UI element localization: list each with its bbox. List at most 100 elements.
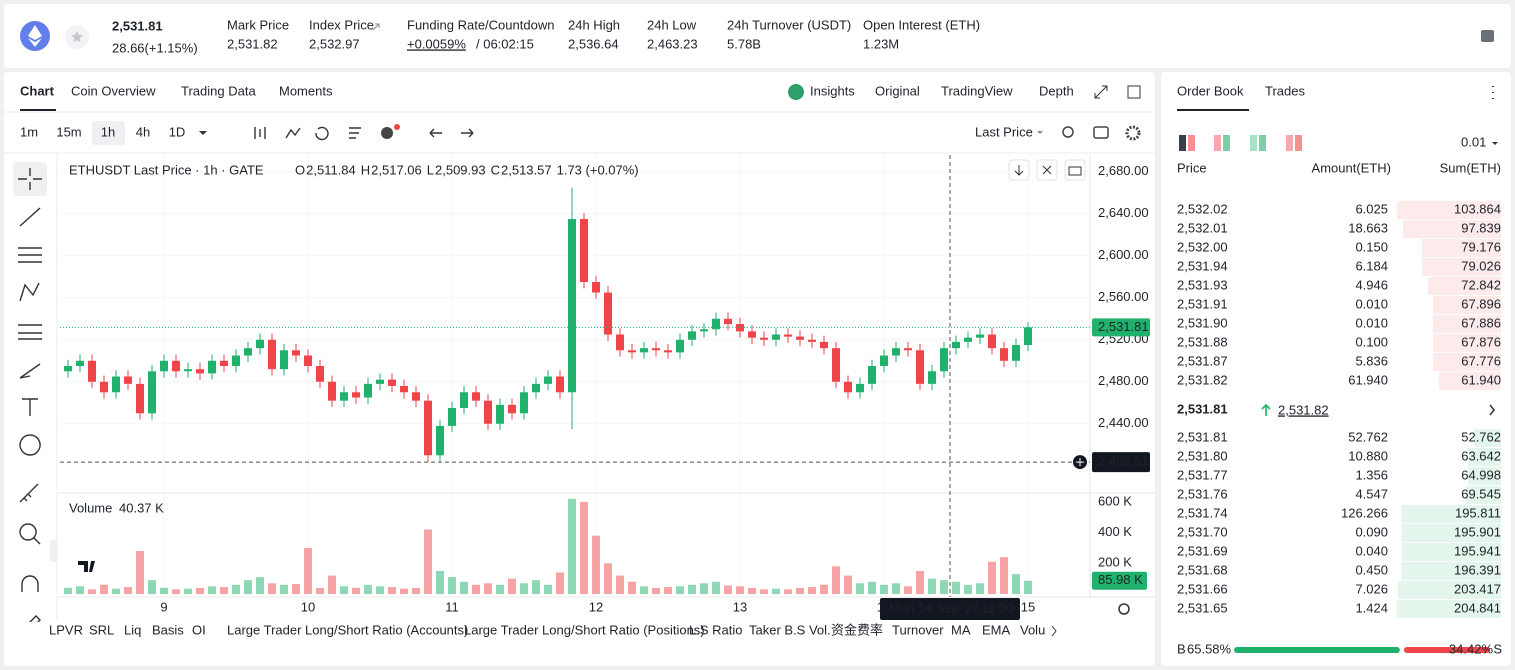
search-icon[interactable] <box>1062 126 1074 138</box>
book-price[interactable]: 2,531.94 <box>1177 258 1228 273</box>
drawing-tool[interactable] <box>19 523 41 545</box>
volume-bar <box>748 587 756 594</box>
indicator-tab[interactable]: LPVR <box>49 622 83 637</box>
drawing-tool[interactable] <box>18 324 42 340</box>
interval[interactable]: 1D <box>169 124 186 139</box>
drawing-tool[interactable] <box>19 483 39 503</box>
drawing-tool[interactable] <box>18 247 42 263</box>
book-price[interactable]: 2,531.68 <box>1177 562 1228 577</box>
indicator-tab[interactable]: Taker B.S Vol. <box>749 622 831 637</box>
view-tab[interactable]: Original <box>875 83 920 98</box>
volume-tick-label: 600 K <box>1098 493 1132 508</box>
orderbook-tab[interactable]: Order Book <box>1177 83 1244 98</box>
book-price[interactable]: 2,532.02 <box>1177 201 1228 216</box>
book-price[interactable]: 2,531.77 <box>1177 467 1228 482</box>
book-amount: 0.450 <box>1355 562 1388 577</box>
toolbar-icon[interactable] <box>285 127 301 139</box>
book-sum: 64.998 <box>1461 467 1501 482</box>
book-price[interactable]: 2,531.90 <box>1177 315 1228 330</box>
indicator-tab[interactable]: Liq <box>124 622 141 637</box>
book-sum: 79.026 <box>1461 258 1501 273</box>
book-price[interactable]: 2,532.01 <box>1177 220 1228 235</box>
volume-bar <box>652 587 660 594</box>
x-tick-label: 9 <box>160 599 167 614</box>
book-price[interactable]: 2,531.74 <box>1177 505 1228 520</box>
funding-rate[interactable]: +0.0059% <box>407 36 466 51</box>
book-price[interactable]: 2,531.81 <box>1177 429 1228 444</box>
book-price[interactable]: 2,531.66 <box>1177 581 1228 596</box>
view-tab[interactable]: Insights <box>810 83 855 98</box>
indicator-next[interactable] <box>1051 625 1057 637</box>
interval[interactable]: 1m <box>20 124 38 139</box>
drawing-tool[interactable] <box>19 363 41 379</box>
book-price[interactable]: 2,531.82 <box>1177 372 1228 387</box>
toolbar-icon[interactable] <box>429 128 442 138</box>
indicator-tab[interactable]: Large Trader Long/Short Ratio (Positions… <box>464 622 705 637</box>
toolbar-icon[interactable] <box>254 127 266 139</box>
book-layout-btn[interactable] <box>1214 135 1221 151</box>
window-icon[interactable] <box>1127 85 1141 99</box>
book-price[interactable]: 2,531.87 <box>1177 353 1228 368</box>
indicator-tab[interactable]: L.S Ratio <box>689 622 742 637</box>
axis-settings[interactable] <box>1118 603 1130 615</box>
drawing-tool[interactable] <box>22 398 38 416</box>
book-sum: 67.886 <box>1461 315 1501 330</box>
view-tab[interactable]: Depth <box>1039 83 1074 98</box>
book-price[interactable]: 2,531.69 <box>1177 543 1228 558</box>
drawing-tool[interactable] <box>21 575 39 592</box>
book-price[interactable]: 2,531.80 <box>1177 448 1228 463</box>
indicator-icon[interactable] <box>381 127 393 139</box>
chart-tab[interactable]: Chart <box>20 83 55 98</box>
drawing-tool[interactable] <box>18 168 42 190</box>
indicator-tab[interactable]: Volu <box>1020 622 1045 637</box>
book-price[interactable]: 2,531.88 <box>1177 334 1228 349</box>
orderbook-tab[interactable]: Trades <box>1265 83 1305 98</box>
indicator-tab[interactable]: Large Trader Long/Short Ratio (Accounts) <box>227 622 468 637</box>
indicator-tab[interactable]: EMA <box>982 622 1011 637</box>
volume-bar <box>112 588 120 594</box>
volume-bar <box>952 581 960 594</box>
book-layout-btn[interactable] <box>1250 135 1257 151</box>
interval[interactable]: 1h <box>101 124 115 139</box>
book-price[interactable]: 2,531.93 <box>1177 277 1228 292</box>
indicator-tab[interactable]: OI <box>192 622 206 637</box>
interval[interactable]: 4h <box>136 124 150 139</box>
book-sum: 196.391 <box>1454 562 1501 577</box>
book-amount: 1.356 <box>1355 467 1388 482</box>
settings-icon[interactable] <box>1125 125 1141 141</box>
fullscreen-icon[interactable] <box>1094 85 1108 99</box>
book-more[interactable] <box>1489 404 1495 416</box>
drawing-tool[interactable] <box>19 207 41 227</box>
toolbar-icon[interactable] <box>461 128 474 138</box>
view-tab[interactable]: TradingView <box>941 83 1013 98</box>
header-icon[interactable] <box>1481 30 1494 42</box>
precision[interactable]: 0.01 <box>1461 134 1486 149</box>
book-price[interactable]: 2,531.65 <box>1177 600 1228 615</box>
interval[interactable]: 15m <box>56 124 81 139</box>
indicator-tab[interactable]: Turnover <box>892 622 944 637</box>
chart-tab[interactable]: Coin Overview <box>71 83 156 98</box>
toolbar-icon[interactable] <box>315 126 329 141</box>
book-layout-btn[interactable] <box>1179 135 1186 151</box>
chart-tab[interactable]: Trading Data <box>181 83 256 98</box>
indicator-tab[interactable]: Basis <box>152 622 184 637</box>
drawing-tool[interactable] <box>19 434 41 456</box>
price-type[interactable]: Last Price <box>975 124 1033 139</box>
candle-body <box>304 355 312 367</box>
chart-control[interactable] <box>1064 159 1086 181</box>
indicator-tab[interactable]: 资金费率 <box>831 622 883 637</box>
book-price[interactable]: 2,531.91 <box>1177 296 1228 311</box>
book-price[interactable]: 2,531.70 <box>1177 524 1228 539</box>
chart-tab[interactable]: Moments <box>279 83 333 98</box>
drawing-tool[interactable] <box>19 282 40 302</box>
book-price[interactable]: 2,531.76 <box>1177 486 1228 501</box>
indicator-tab[interactable]: SRL <box>89 622 114 637</box>
book-price[interactable]: 2,532.00 <box>1177 239 1228 254</box>
candle-body <box>916 350 924 384</box>
indicator-tab[interactable]: MA <box>951 622 971 637</box>
book-layout-btn[interactable] <box>1286 135 1293 151</box>
interval-caret[interactable] <box>199 131 207 135</box>
camera-icon[interactable] <box>1093 126 1109 139</box>
collapse-button[interactable] <box>50 540 58 562</box>
toolbar-icon[interactable] <box>349 127 361 139</box>
